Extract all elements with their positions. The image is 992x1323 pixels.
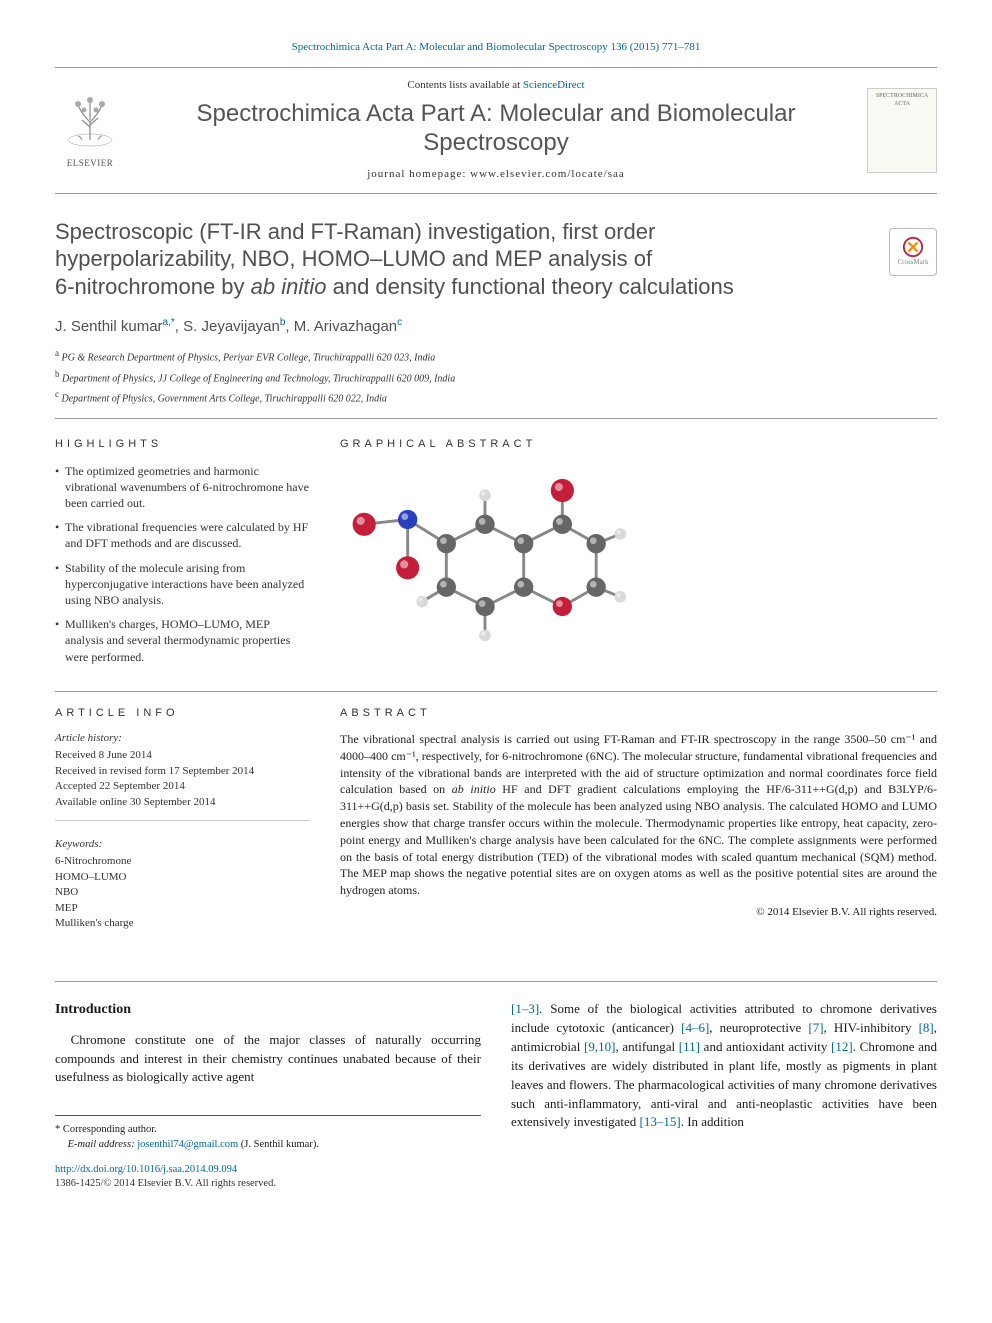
title-line-3-post: and density functional theory calculatio…: [327, 274, 734, 299]
body-divider: [55, 981, 937, 982]
title-em: ab initio: [251, 274, 327, 299]
journal-name: Spectrochimica Acta Part A: Molecular an…: [125, 100, 867, 158]
highlight-item: Stability of the molecule arising from h…: [55, 560, 310, 609]
r-t8: . In addition: [681, 1114, 744, 1129]
elsevier-tree-icon: [60, 92, 120, 152]
graphical-abstract-label: GRAPHICAL ABSTRACT: [340, 437, 937, 452]
highlight-item: The vibrational frequencies were calcula…: [55, 519, 310, 551]
affiliation-line: a PG & Research Department of Physics, P…: [55, 347, 937, 365]
affiliation-line: c Department of Physics, Government Arts…: [55, 388, 937, 406]
author-3-sup: c: [397, 317, 402, 328]
highlight-item: The optimized geometries and harmonic vi…: [55, 463, 310, 512]
abstract-post: HF and DFT gradient calculations employi…: [340, 782, 937, 897]
journal-homepage: journal homepage: www.elsevier.com/locat…: [125, 167, 867, 182]
author-1-aff[interactable]: a,: [163, 318, 171, 335]
crossmark-text: CrossMark: [897, 258, 928, 268]
keywords-block: Keywords: 6-NitrochromoneHOMO–LUMONBOMEP…: [55, 837, 310, 941]
issn-copyright: 1386-1425/© 2014 Elsevier B.V. All right…: [55, 1177, 937, 1192]
author-3: M. Arivazhagan: [294, 318, 397, 335]
intro-para-left: Chromone constitute one of the major cla…: [55, 1031, 481, 1088]
author-3-aff[interactable]: c: [397, 318, 402, 335]
ref-11[interactable]: [11]: [679, 1039, 700, 1054]
doi-block: http://dx.doi.org/10.1016/j.saa.2014.09.…: [55, 1163, 937, 1192]
ref-8[interactable]: [8]: [919, 1020, 934, 1035]
author-1-star: *: [171, 317, 175, 328]
journal-header-box: ELSEVIER Contents lists available at Sci…: [55, 67, 937, 193]
email-label: E-mail address:: [68, 1139, 138, 1150]
crossmark-icon: [902, 236, 924, 258]
email-footnote: E-mail address: josenthil74@gmail.com (J…: [55, 1137, 481, 1152]
corresponding-footnote: * Corresponding author.: [55, 1122, 481, 1137]
title-line-1: Spectroscopic (FT-IR and FT-Raman) inves…: [55, 219, 655, 244]
highlight-item: Mulliken's charges, HOMO–LUMO, MEP analy…: [55, 616, 310, 665]
abstract-text: The vibrational spectral analysis is car…: [340, 731, 937, 899]
sciencedirect-link[interactable]: ScienceDirect: [523, 79, 585, 91]
citation-header: Spectrochimica Acta Part A: Molecular an…: [55, 40, 937, 55]
ref-9-10[interactable]: [9,10]: [584, 1039, 615, 1054]
contents-prefix: Contents lists available at: [407, 79, 522, 91]
body-right-column: [1–3]. Some of the biological activities…: [511, 1000, 937, 1152]
article-title: Spectroscopic (FT-IR and FT-Raman) inves…: [55, 218, 937, 301]
history-line: Available online 30 September 2014: [55, 795, 310, 810]
ref-4-6[interactable]: [4–6]: [681, 1020, 709, 1035]
authors-line: J. Senthil kumara,*, S. Jeyavijayanb, M.…: [55, 316, 937, 337]
elsevier-logo: ELSEVIER: [55, 92, 125, 170]
affiliations: a PG & Research Department of Physics, P…: [55, 347, 937, 419]
author-1: J. Senthil kumar: [55, 318, 163, 335]
email-link[interactable]: josenthil74@gmail.com: [137, 1139, 238, 1150]
keyword-line: 6-Nitrochromone: [55, 854, 310, 869]
publisher-name: ELSEVIER: [55, 157, 125, 170]
r-t5: , antifungal: [615, 1039, 678, 1054]
author-2-sup: b: [280, 317, 286, 328]
introduction-heading: Introduction: [55, 1000, 481, 1020]
author-2-aff[interactable]: b: [280, 318, 286, 335]
keyword-line: MEP: [55, 901, 310, 916]
crossmark-badge[interactable]: CrossMark: [889, 228, 937, 276]
abstract-em: ab initio: [452, 782, 496, 796]
molecule-diagram: [340, 463, 630, 663]
ref-12[interactable]: [12]: [831, 1039, 853, 1054]
doi-link[interactable]: http://dx.doi.org/10.1016/j.saa.2014.09.…: [55, 1164, 237, 1175]
r-t3: , HIV-inhibitory: [824, 1020, 919, 1035]
article-history: Article history: Received 8 June 2014Rec…: [55, 731, 310, 821]
keyword-line: NBO: [55, 885, 310, 900]
intro-para-right: [1–3]. Some of the biological activities…: [511, 1000, 937, 1132]
r-t6: and antioxidant activity: [700, 1039, 831, 1054]
title-line-3-pre: 6-nitrochromone by: [55, 274, 251, 299]
keywords-label: Keywords:: [55, 837, 310, 852]
article-info-label: ARTICLE INFO: [55, 706, 310, 721]
highlights-list: The optimized geometries and harmonic vi…: [55, 463, 310, 665]
body-left-column: Introduction Chromone constitute one of …: [55, 1000, 481, 1152]
email-post: (J. Senthil kumar).: [238, 1139, 319, 1150]
author-1-sup: a,: [163, 317, 171, 328]
history-line: Received 8 June 2014: [55, 748, 310, 763]
abstract-copyright: © 2014 Elsevier B.V. All rights reserved…: [340, 905, 937, 920]
highlights-label: HIGHLIGHTS: [55, 437, 310, 452]
title-line-2: hyperpolarizability, NBO, HOMO–LUMO and …: [55, 246, 652, 271]
author-2: S. Jeyavijayan: [183, 318, 280, 335]
ref-1-3[interactable]: [1–3]: [511, 1001, 539, 1016]
affiliation-line: b Department of Physics, JJ College of E…: [55, 368, 937, 386]
history-line: Received in revised form 17 September 20…: [55, 764, 310, 779]
history-line: Accepted 22 September 2014: [55, 779, 310, 794]
graphical-abstract: [340, 463, 630, 663]
r-t2: , neuroprotective: [709, 1020, 808, 1035]
ref-7[interactable]: [7]: [808, 1020, 823, 1035]
keyword-line: HOMO–LUMO: [55, 870, 310, 885]
journal-cover-thumb: SPECTROCHIMICA ACTA: [867, 88, 937, 173]
ref-13-15[interactable]: [13–15]: [640, 1114, 681, 1129]
history-label: Article history:: [55, 731, 310, 746]
abstract-label: ABSTRACT: [340, 706, 937, 721]
contents-line: Contents lists available at ScienceDirec…: [125, 78, 867, 93]
author-1-corr[interactable]: *: [171, 318, 175, 335]
keyword-line: Mulliken's charge: [55, 916, 310, 931]
